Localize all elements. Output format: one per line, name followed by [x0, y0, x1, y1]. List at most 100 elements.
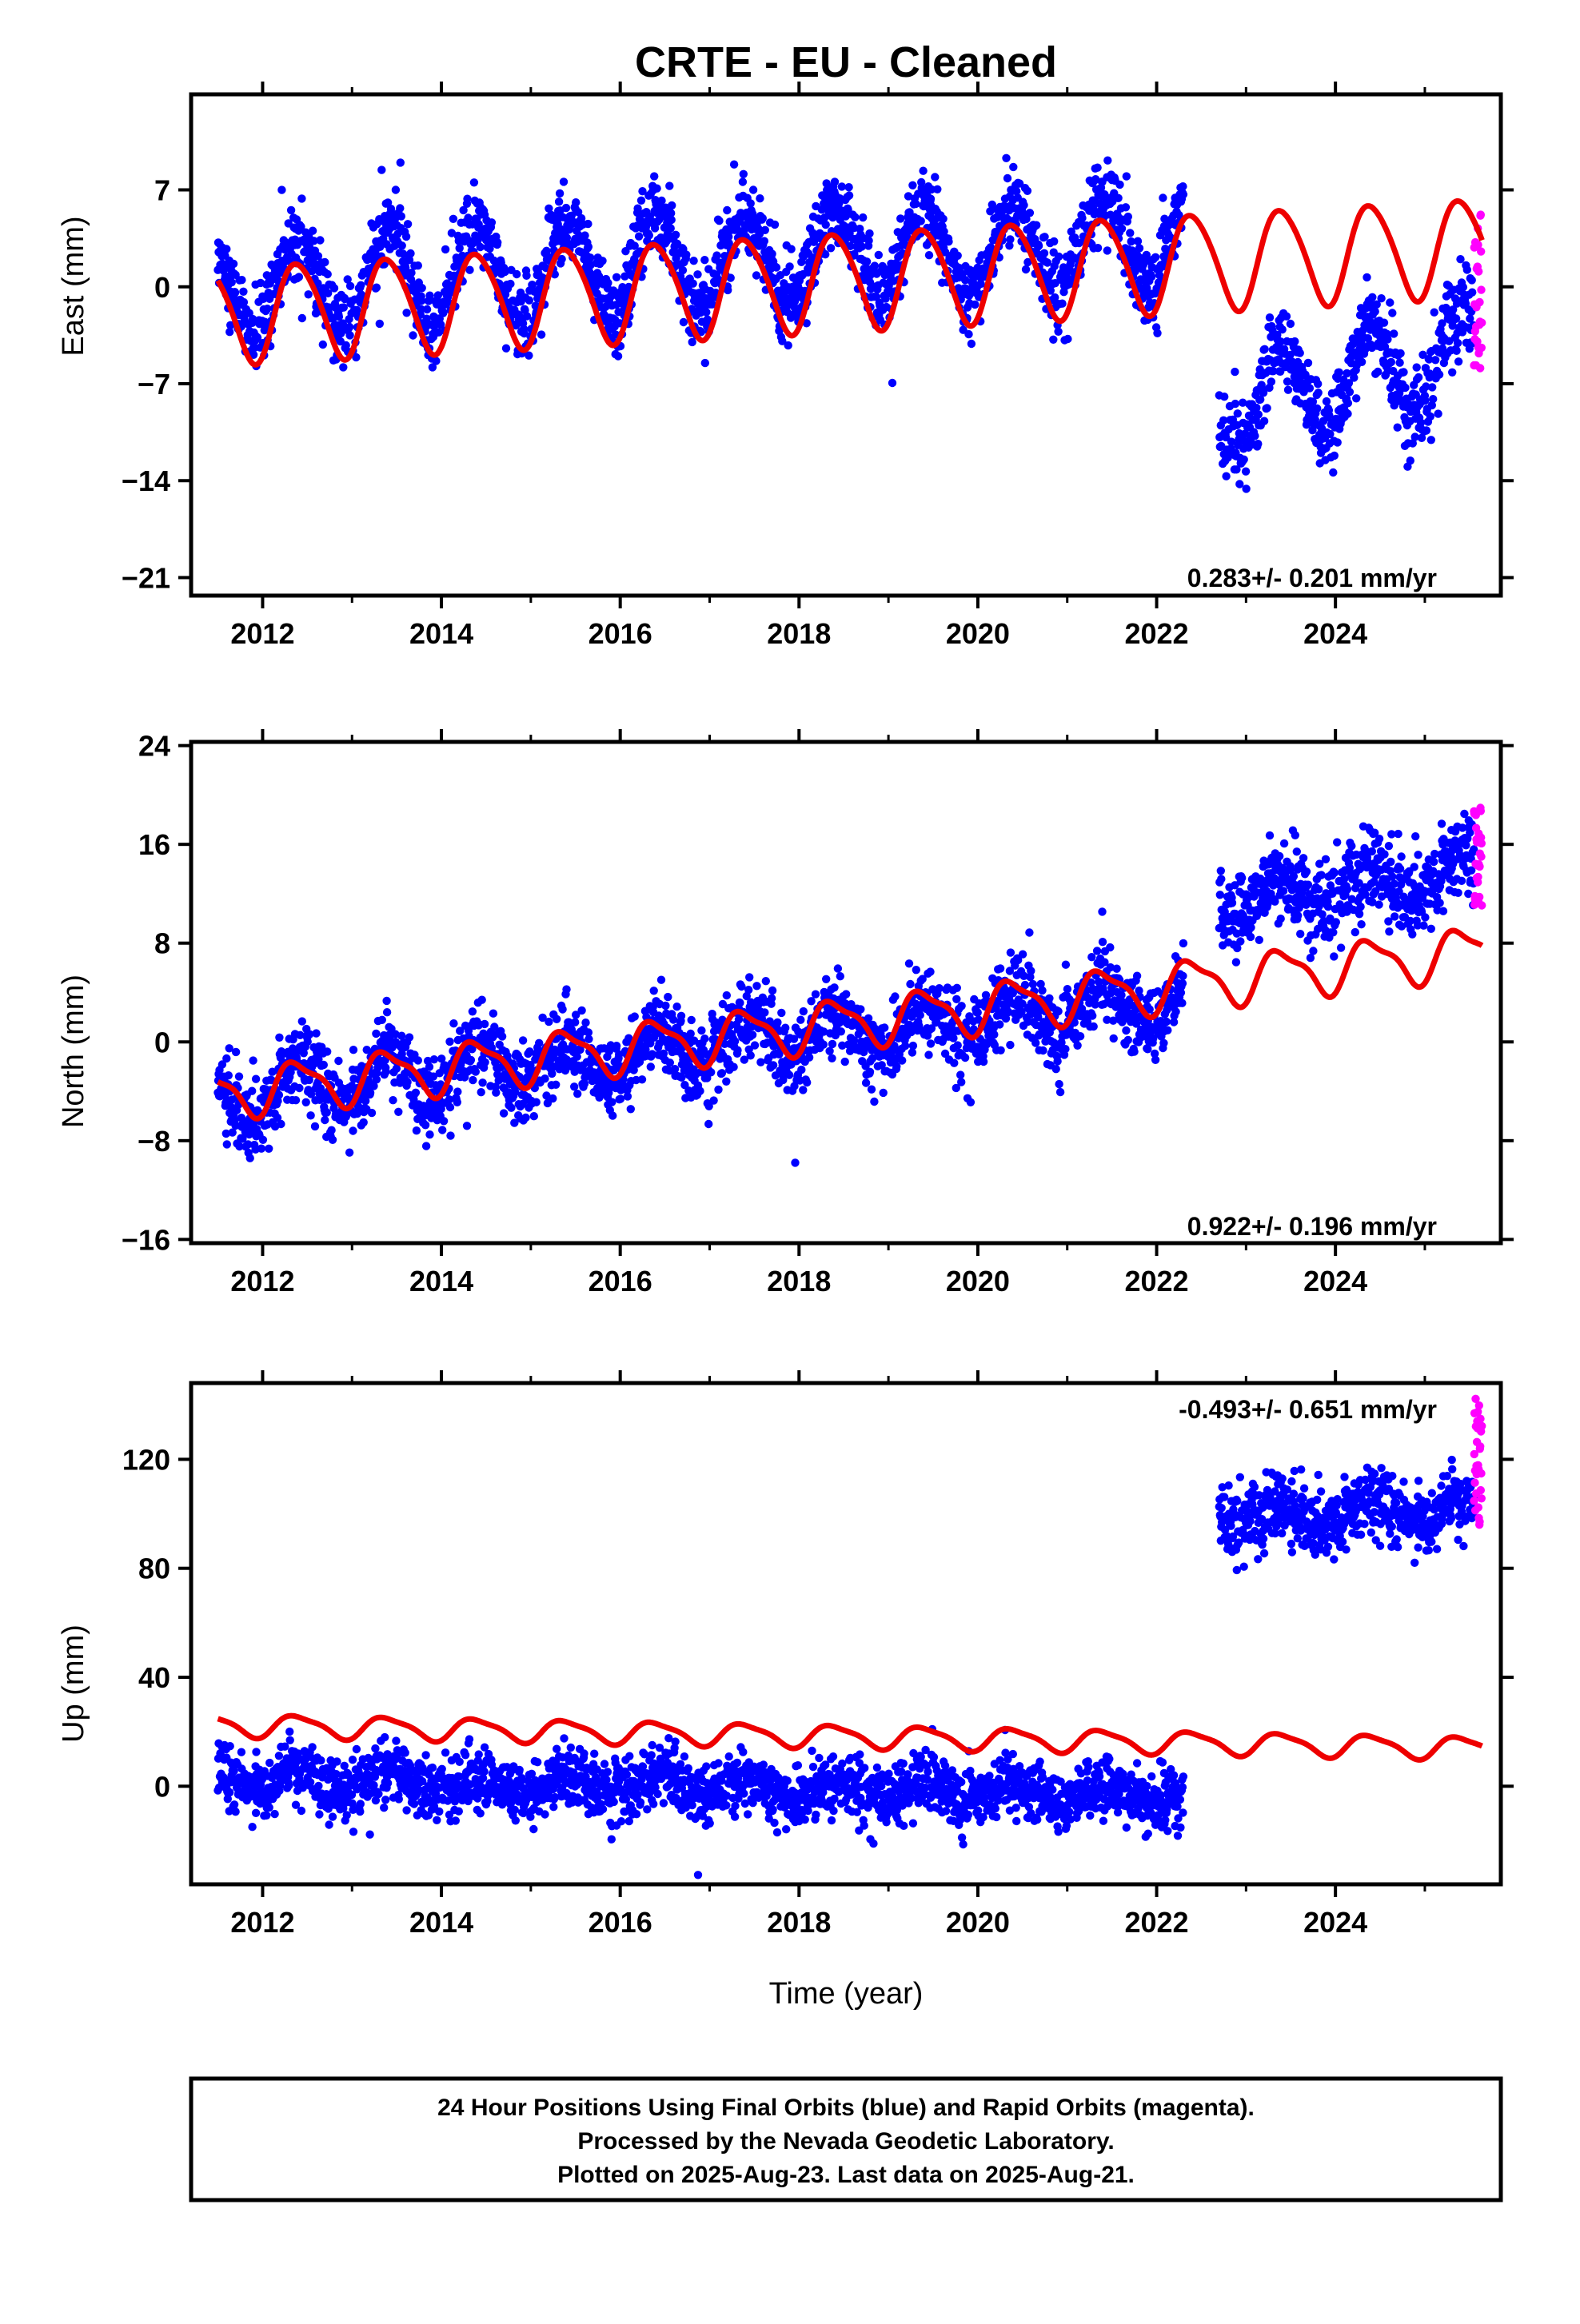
east-final-point — [237, 276, 245, 284]
east-final-point — [1456, 255, 1464, 263]
north-final-point — [463, 1122, 471, 1130]
north-final-point — [1110, 1034, 1118, 1042]
east-y-tick-label: −21 — [122, 561, 170, 594]
east-final-point — [522, 272, 530, 280]
east-final-point — [919, 167, 927, 175]
east-final-point — [700, 256, 708, 264]
east-final-point — [1222, 472, 1230, 480]
east-final-point — [756, 194, 764, 202]
north-final-point — [608, 1111, 616, 1119]
east-final-point — [1055, 253, 1063, 261]
north-final-point — [1099, 938, 1107, 946]
east-final-point — [1454, 357, 1462, 365]
north-final-point — [733, 1046, 741, 1054]
east-final-point — [562, 204, 570, 212]
north-final-point — [275, 1091, 283, 1099]
east-final-point — [859, 213, 867, 221]
east-final-point — [1435, 370, 1443, 378]
east-final-point — [888, 379, 896, 387]
north-final-point — [1179, 972, 1187, 980]
east-final-point — [1346, 388, 1354, 396]
north-final-point — [1052, 1065, 1060, 1073]
north-final-point — [412, 1089, 420, 1097]
north-final-point — [828, 1054, 836, 1062]
north-final-point — [425, 1130, 433, 1138]
east-final-point — [297, 194, 305, 202]
east-final-point — [612, 273, 620, 281]
east-final-point — [761, 226, 769, 234]
north-final-point — [1006, 1041, 1014, 1049]
north-final-point — [952, 995, 960, 1003]
east-final-point — [1468, 289, 1476, 297]
north-final-point — [638, 1075, 646, 1083]
east-final-point — [645, 231, 653, 239]
north-final-point — [530, 1112, 538, 1120]
east-final-point — [1251, 432, 1259, 440]
east-final-point — [229, 260, 237, 268]
east-final-point — [875, 251, 883, 259]
north-final-point — [257, 1145, 265, 1153]
east-final-point — [1179, 190, 1187, 198]
east-final-point — [1118, 225, 1126, 233]
north-final-point — [469, 1007, 477, 1015]
east-final-point — [1468, 276, 1476, 284]
east-final-point — [1267, 377, 1275, 385]
east-final-point — [316, 236, 324, 244]
north-final-point — [796, 1016, 804, 1024]
north-final-point — [334, 1057, 342, 1065]
north-final-point — [570, 1082, 578, 1090]
east-final-point — [1231, 400, 1239, 408]
east-final-point — [844, 183, 852, 191]
north-final-point — [394, 1108, 402, 1116]
east-final-point — [330, 284, 338, 292]
east-final-point — [1390, 329, 1398, 337]
east-plot-frame — [191, 94, 1501, 596]
north-final-point — [980, 1058, 988, 1066]
north-final-point — [345, 1149, 353, 1157]
north-final-point — [500, 1109, 508, 1117]
east-final-point — [768, 249, 776, 257]
east-final-point — [222, 245, 230, 253]
north-final-point — [953, 984, 961, 992]
north-final-point — [718, 1069, 726, 1077]
north-final-point — [995, 1020, 1003, 1028]
north-final-point — [650, 987, 658, 995]
north-final-point — [1056, 1088, 1064, 1096]
east-final-point — [1153, 329, 1161, 337]
east-final-point — [598, 257, 606, 265]
east-final-point — [1296, 349, 1304, 357]
east-final-point — [784, 341, 792, 349]
east-final-point — [925, 251, 933, 259]
north-final-point — [1112, 965, 1120, 973]
east-final-point — [1242, 468, 1250, 476]
east-final-point — [441, 245, 449, 253]
east-final-point — [912, 200, 920, 208]
east-final-point — [1043, 258, 1051, 266]
east-final-point — [537, 330, 545, 338]
east-final-point — [1352, 394, 1360, 402]
east-final-point — [1388, 309, 1396, 317]
east-final-point — [752, 271, 760, 279]
east-rapid-point — [1477, 285, 1485, 293]
north-final-point — [232, 1048, 240, 1056]
north-final-point — [751, 1041, 759, 1049]
east-final-point — [396, 204, 404, 212]
east-final-point — [1380, 319, 1388, 327]
east-final-point — [1260, 417, 1268, 425]
east-final-point — [1284, 386, 1292, 394]
chart-title: CRTE - EU - Cleaned — [635, 38, 1057, 86]
north-final-point — [696, 1087, 704, 1095]
north-final-point — [440, 1117, 448, 1125]
east-final-point — [1035, 241, 1043, 249]
east-final-point — [864, 237, 872, 245]
east-final-point — [392, 185, 400, 193]
east-final-point — [637, 197, 645, 205]
east-final-point — [1334, 438, 1342, 446]
north-final-point — [747, 1051, 755, 1059]
east-final-point — [917, 217, 925, 225]
north-final-point — [954, 1041, 962, 1049]
east-final-point — [772, 263, 780, 271]
east-final-point — [585, 243, 592, 251]
east-final-point — [398, 241, 406, 249]
north-final-point — [349, 1046, 357, 1054]
